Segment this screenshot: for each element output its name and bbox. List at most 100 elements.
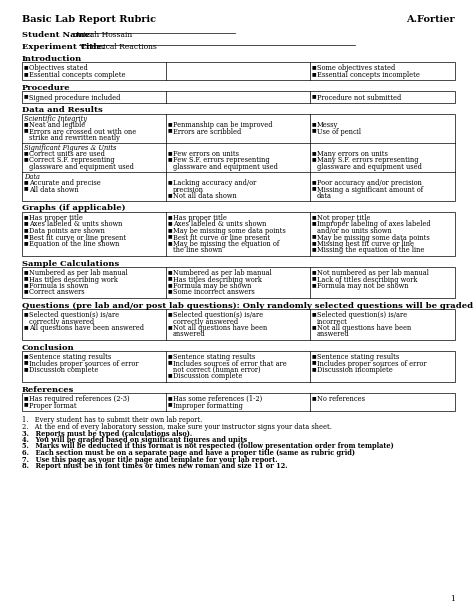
Text: glassware and equipment used: glassware and equipment used [29,163,134,171]
Text: ■: ■ [24,71,28,76]
Text: Procedure not submitted: Procedure not submitted [317,94,401,102]
Text: Selected question(s) is/are: Selected question(s) is/are [29,311,119,319]
Text: 4.   You will be graded based on significant figures and units: 4. You will be graded based on significa… [22,436,247,444]
Text: Few S.F. errors representing: Few S.F. errors representing [173,156,270,164]
Text: incorrect: incorrect [317,318,348,326]
Text: Formula may not be shown: Formula may not be shown [317,282,409,290]
Text: Has proper title: Has proper title [173,214,227,222]
Text: ■: ■ [24,128,28,132]
Text: ■: ■ [312,121,317,126]
Text: ■: ■ [168,221,173,226]
Text: Correct units are used: Correct units are used [29,150,105,158]
Text: Introduction: Introduction [22,55,82,63]
Text: Improper labeling of axes labeled: Improper labeling of axes labeled [317,221,430,229]
Text: Scientific Integrity: Scientific Integrity [24,115,87,123]
Text: ■: ■ [168,269,173,274]
Text: May be missing some data points: May be missing some data points [173,227,286,235]
Text: Has required references (2-3): Has required references (2-3) [29,395,129,403]
Text: Not numbered as per lab manual: Not numbered as per lab manual [317,269,429,277]
Text: ■: ■ [168,289,173,294]
Text: ■: ■ [312,275,317,281]
Text: Use of pencil: Use of pencil [317,128,361,135]
Text: Graphs (if applicable): Graphs (if applicable) [22,205,126,213]
Text: Axes labeled & units shown: Axes labeled & units shown [173,221,266,229]
Text: ■: ■ [312,240,317,245]
Text: Experiment Title:: Experiment Title: [22,43,105,51]
Text: Has some references (1-2): Has some references (1-2) [173,395,262,403]
Text: ■: ■ [24,227,28,232]
Text: Best fit curve or line present: Best fit curve or line present [173,234,270,242]
Text: Messy: Messy [317,121,338,129]
Text: the line shown: the line shown [173,246,222,254]
Text: Student Name:: Student Name: [22,31,93,39]
Text: ■: ■ [24,269,28,274]
Text: ■: ■ [168,192,173,197]
Text: ■: ■ [312,359,317,365]
Text: glassware and equipment used: glassware and equipment used [317,163,422,171]
Text: ■: ■ [312,71,317,76]
Text: ■: ■ [168,121,173,126]
Text: ■: ■ [24,353,28,358]
Text: ■: ■ [24,186,28,191]
Text: Missing a significant amount of: Missing a significant amount of [317,186,423,194]
Text: References: References [22,386,74,394]
Text: ■: ■ [24,221,28,226]
Text: ■: ■ [168,353,173,358]
Text: Discussion complete: Discussion complete [173,373,242,381]
Text: ■: ■ [24,275,28,281]
Text: ■: ■ [168,311,173,316]
Text: Has titles describing work: Has titles describing work [173,275,262,283]
Text: strike and rewritten neatly: strike and rewritten neatly [29,134,120,142]
Text: ■: ■ [312,282,317,287]
Text: ■: ■ [168,402,173,406]
Bar [22,392,455,411]
Text: Neat and legible: Neat and legible [29,121,85,129]
Text: All questions have been answered: All questions have been answered [29,324,144,332]
Text: Selected question(s) is/are: Selected question(s) is/are [317,311,407,319]
Text: ■: ■ [168,156,173,161]
Text: Chemical Reactions: Chemical Reactions [81,43,157,51]
Text: Selected question(s) is/are: Selected question(s) is/are [173,311,263,319]
Text: Penmanship can be improved: Penmanship can be improved [173,121,273,129]
Text: answered: answered [173,330,206,338]
Text: Questions (pre lab and/or post lab questions): Only randomly selected questions : Questions (pre lab and/or post lab quest… [22,302,473,310]
Text: ■: ■ [168,324,173,329]
Text: Objectives stated: Objectives stated [29,64,88,72]
Text: correctly answered: correctly answered [29,318,94,326]
Text: Proper format: Proper format [29,402,77,409]
Text: Sentence stating results: Sentence stating results [317,353,399,361]
Text: ■: ■ [24,64,28,69]
Text: ■: ■ [24,282,28,287]
Text: ■: ■ [24,234,28,238]
Bar [22,91,455,102]
Text: Conclusion: Conclusion [22,343,75,351]
Text: Sentence stating results: Sentence stating results [173,353,255,361]
Text: ■: ■ [168,128,173,132]
Text: ■: ■ [312,395,317,400]
Text: ■: ■ [24,311,28,316]
Text: ■: ■ [24,240,28,245]
Text: 1.   Every student has to submit their own lab report.: 1. Every student has to submit their own… [22,416,202,424]
Text: 3.   Reports must be typed (calculations also).: 3. Reports must be typed (calculations a… [22,430,192,438]
Text: ■: ■ [24,395,28,400]
Bar [22,211,455,256]
Text: ■: ■ [24,121,28,126]
Text: ■: ■ [24,179,28,184]
Text: ■: ■ [24,289,28,294]
Text: ■: ■ [24,156,28,161]
Text: Numbered as per lab manual: Numbered as per lab manual [29,269,128,277]
Text: not correct (human error): not correct (human error) [173,366,261,374]
Text: Many errors on units: Many errors on units [317,150,388,158]
Text: and/or no units shown: and/or no units shown [317,227,392,235]
Text: Has titles describing work: Has titles describing work [29,275,118,283]
Text: Some incorrect answers: Some incorrect answers [173,289,255,297]
Text: ■: ■ [312,269,317,274]
Text: Poor accuracy and/or precision: Poor accuracy and/or precision [317,179,422,187]
Text: No references: No references [317,395,365,403]
Text: ■: ■ [312,64,317,69]
Text: Includes sources of error that are: Includes sources of error that are [173,359,287,368]
Text: ■: ■ [24,359,28,365]
Text: glassware and equipment used: glassware and equipment used [173,163,278,171]
Text: Essential concepts incomplete: Essential concepts incomplete [317,71,420,79]
Text: Improper formatting: Improper formatting [173,402,243,409]
